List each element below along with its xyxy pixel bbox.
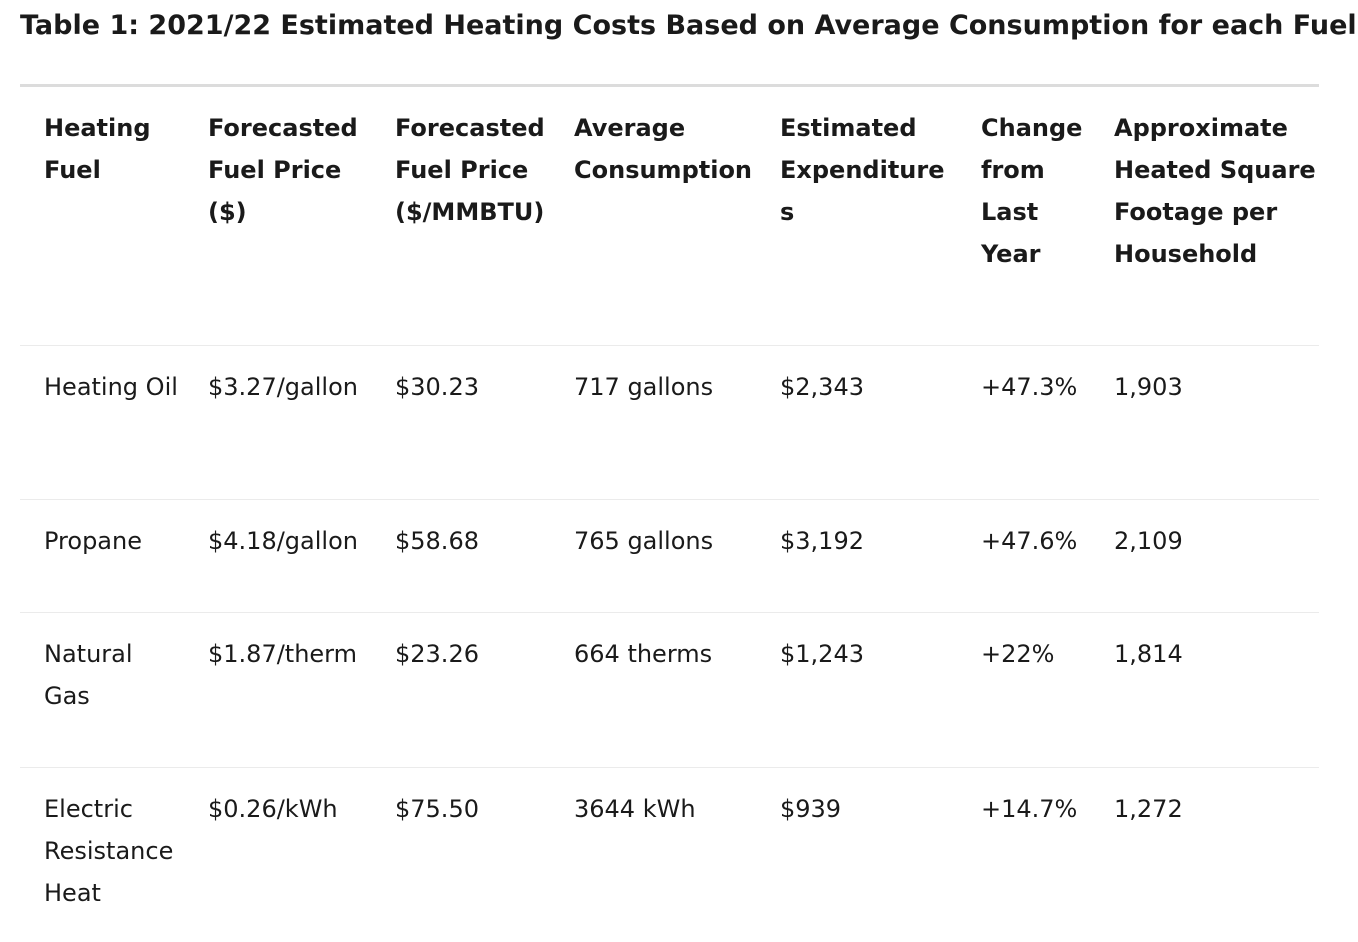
cell-estimated-expenditures: $939 — [780, 795, 842, 823]
cell-fuel-price: $4.18/gallon — [208, 527, 358, 555]
cell-fuel-price-mmbtu: $75.50 — [395, 795, 479, 823]
header-row: Heating Fuel Forecasted Fuel Price ($) F… — [20, 86, 1319, 346]
cell-heated-square-footage: 1,814 — [1114, 640, 1183, 668]
heating-costs-table: Heating Fuel Forecasted Fuel Price ($) F… — [20, 84, 1319, 920]
cell-average-consumption: 717 gallons — [574, 373, 714, 401]
header-forecasted-fuel-price-mmbtu: Forecasted Fuel Price ($/MMBTU) — [395, 114, 545, 226]
cell-average-consumption: 3644 kWh — [574, 795, 696, 823]
cell-fuel-price: $1.87/therm — [208, 640, 358, 668]
cell-estimated-expenditures: $1,243 — [780, 640, 864, 668]
cell-estimated-expenditures: $3,192 — [780, 527, 864, 555]
table-row: Natural Gas $1.87/therm $23.26 664 therm… — [20, 612, 1319, 768]
cell-average-consumption: 664 therms — [574, 640, 713, 668]
table-title: Table 1: 2021/22 Estimated Heating Costs… — [20, 10, 1357, 41]
heating-costs-table-container: Heating Fuel Forecasted Fuel Price ($) F… — [20, 84, 1319, 920]
cell-fuel-price: $3.27/gallon — [208, 373, 358, 401]
header-estimated-expenditures: Estimated Expenditures — [780, 114, 945, 226]
cell-heating-fuel: Heating Oil — [44, 373, 178, 401]
cell-change-from-last-year: +47.3% — [981, 373, 1078, 401]
cell-heating-fuel: Propane — [44, 527, 142, 555]
cell-heated-square-footage: 2,109 — [1114, 527, 1183, 555]
cell-heating-fuel: Electric Resistance Heat — [44, 795, 174, 907]
header-heated-square-footage: Approximate Heated Square Footage per Ho… — [1114, 114, 1316, 268]
table-header: Heating Fuel Forecasted Fuel Price ($) F… — [20, 86, 1319, 346]
header-average-consumption: Average Consumption — [574, 114, 753, 184]
table-row: Propane $4.18/gallon $58.68 765 gallons … — [20, 499, 1319, 613]
cell-fuel-price-mmbtu: $30.23 — [395, 373, 479, 401]
table-row: Electric Resistance Heat $0.26/kWh $75.5… — [20, 767, 1319, 920]
cell-change-from-last-year: +22% — [981, 640, 1055, 668]
cell-heated-square-footage: 1,272 — [1114, 795, 1183, 823]
cell-fuel-price-mmbtu: $58.68 — [395, 527, 479, 555]
cell-change-from-last-year: +47.6% — [981, 527, 1078, 555]
table-body: Heating Oil $3.27/gallon $30.23 717 gall… — [20, 345, 1319, 920]
cell-fuel-price: $0.26/kWh — [208, 795, 338, 823]
cell-change-from-last-year: +14.7% — [981, 795, 1078, 823]
header-forecasted-fuel-price: Forecasted Fuel Price ($) — [208, 114, 358, 226]
cell-average-consumption: 765 gallons — [574, 527, 714, 555]
cell-heated-square-footage: 1,903 — [1114, 373, 1183, 401]
header-heating-fuel: Heating Fuel — [44, 114, 151, 184]
cell-heating-fuel: Natural Gas — [44, 640, 133, 710]
header-change-from-last-year: Change from Last Year — [981, 114, 1083, 268]
cell-estimated-expenditures: $2,343 — [780, 373, 864, 401]
table-row: Heating Oil $3.27/gallon $30.23 717 gall… — [20, 345, 1319, 500]
cell-fuel-price-mmbtu: $23.26 — [395, 640, 479, 668]
